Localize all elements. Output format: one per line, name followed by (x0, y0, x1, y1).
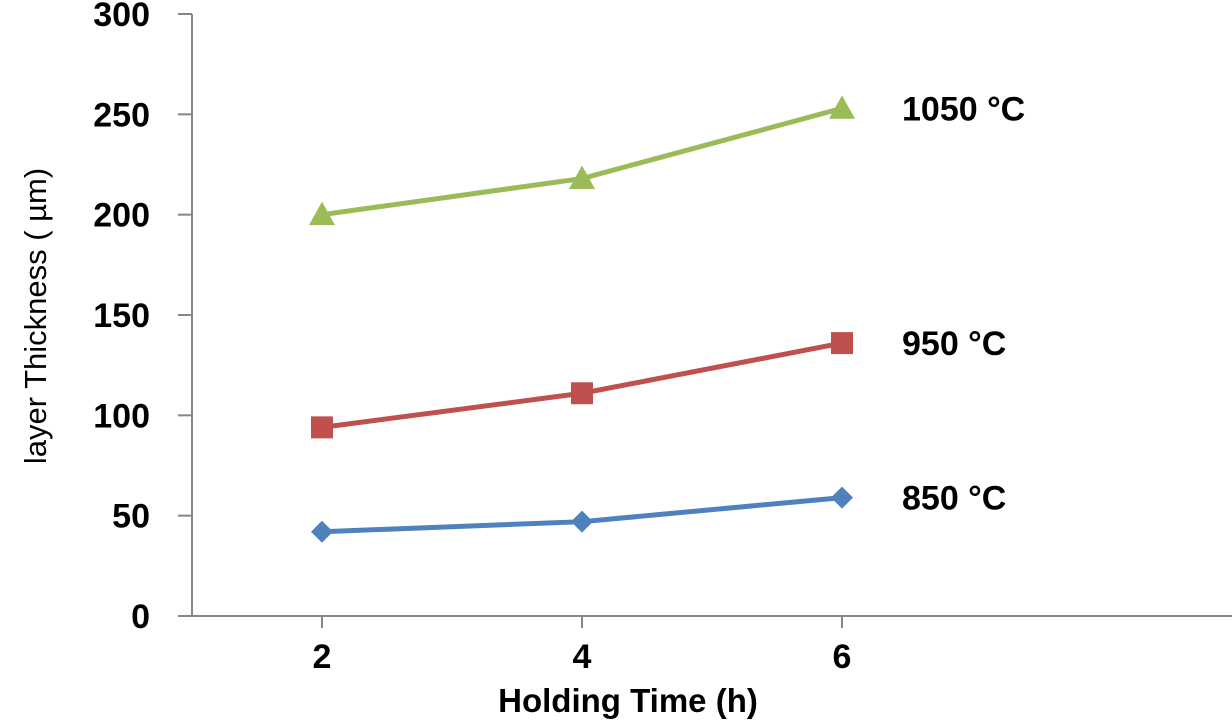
y-tick-label: 200 (93, 197, 150, 235)
data-point-square (831, 332, 853, 355)
series-labels: 850 °C 950 °C 1050 °C (902, 90, 1025, 517)
y-tick-label: 0 (131, 598, 150, 636)
series-label: 1050 °C (902, 90, 1025, 128)
x-ticks: 2 4 6 (313, 616, 852, 676)
y-ticks: 0 50 100 150 200 250 300 (93, 0, 192, 636)
data-point-triangle (829, 95, 855, 119)
data-point-triangle (569, 165, 595, 189)
series-950c (311, 332, 853, 439)
axes (191, 14, 1232, 617)
series-1050c (309, 95, 855, 226)
data-point-diamond (311, 520, 333, 543)
x-tick-label: 2 (313, 638, 332, 676)
series-line (319, 105, 845, 218)
y-tick-label: 100 (93, 397, 150, 435)
data-point-square (571, 382, 593, 405)
x-tick-label: 4 (573, 638, 592, 676)
series-label: 950 °C (902, 325, 1006, 363)
data-point-square (311, 416, 333, 439)
series-850c (311, 486, 853, 543)
x-tick-label: 6 (833, 638, 852, 676)
y-tick-label: 300 (93, 0, 150, 34)
y-tick-label: 150 (93, 297, 150, 335)
y-tick-label: 250 (93, 96, 150, 134)
series-label: 850 °C (902, 480, 1006, 518)
y-axis-title: layer Thickness ( µm) (18, 168, 53, 464)
data-point-triangle (309, 201, 335, 226)
x-axis-title: Holding Time (h) (498, 682, 758, 719)
series-layer (309, 95, 855, 543)
y-tick-label: 50 (112, 498, 150, 536)
data-point-diamond (571, 510, 593, 533)
data-point-diamond (831, 486, 853, 509)
